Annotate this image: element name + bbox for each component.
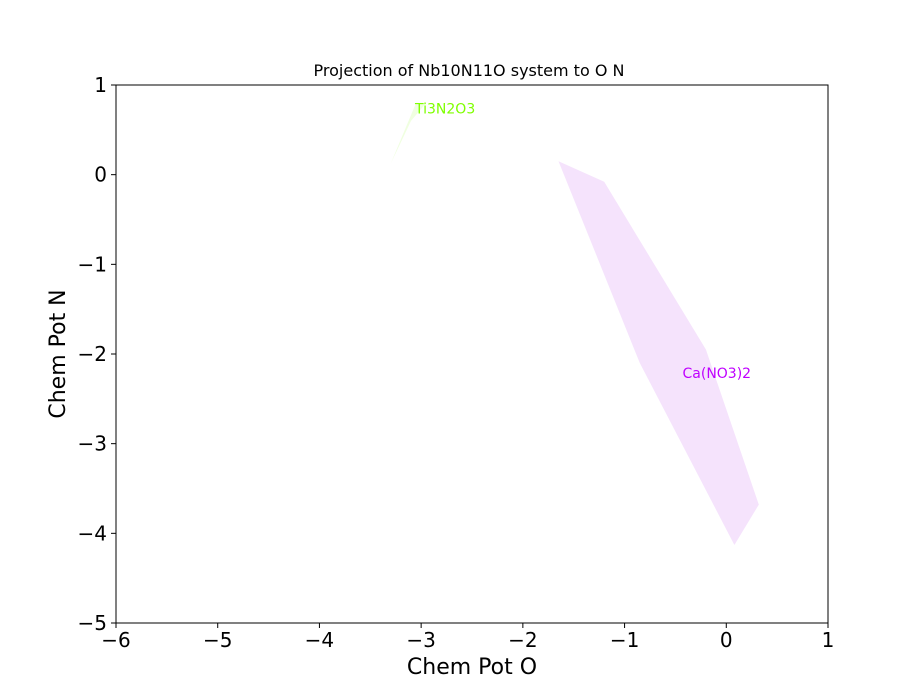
y-tick-label: −2	[78, 342, 107, 366]
x-tick-label: −4	[305, 628, 334, 652]
ticks-layer: −6 −5 −4 −3 −2 −1 0 1−5−4−3−2−101	[78, 73, 835, 652]
x-axis-label: Chem Pot O	[407, 655, 537, 680]
x-tick-label: 0	[720, 628, 733, 652]
x-tick-label: −6	[101, 628, 130, 652]
y-tick-label: −1	[78, 252, 107, 276]
region-ca-no3-2-label: Ca(NO3)2	[683, 366, 752, 382]
x-tick-label: −3	[406, 628, 435, 652]
y-tick-label: 0	[94, 163, 107, 187]
region-ca-no3-2-polygon	[558, 161, 759, 545]
y-tick-label: −5	[78, 611, 107, 635]
region-ti3n2o3-label: Ti3N2O3	[414, 102, 475, 118]
y-tick-label: 1	[94, 73, 107, 97]
y-tick-label: −4	[78, 521, 107, 545]
x-tick-label: −1	[610, 628, 639, 652]
plot-frame	[115, 84, 829, 624]
chart-title: Projection of Nb10N11O system to O N	[314, 61, 625, 80]
y-axis-label: Chem Pot N	[46, 289, 71, 418]
x-tick-label: −5	[203, 628, 232, 652]
x-tick-label: −2	[508, 628, 537, 652]
y-tick-label: −3	[78, 432, 107, 456]
regions-layer: Ti3N2O3 Ca(NO3)2	[390, 102, 759, 545]
x-tick-label: 1	[822, 628, 835, 652]
